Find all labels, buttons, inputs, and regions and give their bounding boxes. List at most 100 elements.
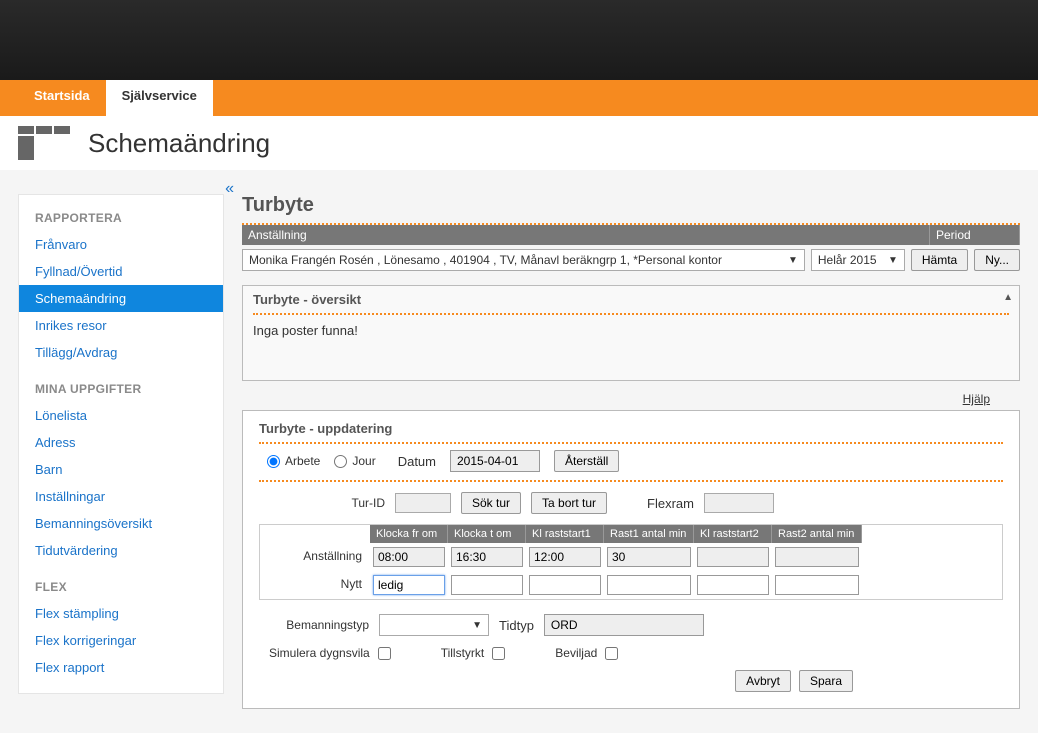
sidebar-item[interactable]: Lönelista bbox=[19, 402, 223, 429]
grid-cell bbox=[373, 547, 445, 567]
sidebar-item[interactable]: Frånvaro bbox=[19, 231, 223, 258]
soktur-button[interactable]: Sök tur bbox=[461, 492, 521, 514]
radio-arbete[interactable]: Arbete bbox=[267, 454, 320, 468]
grid-cell-input[interactable] bbox=[607, 575, 691, 595]
main-nav: Startsida Självservice bbox=[0, 80, 1038, 116]
grid-header: Kl raststart2 bbox=[694, 525, 772, 543]
employment-select[interactable]: Monika Frangén Rosén , Lönesamo , 401904… bbox=[242, 249, 805, 271]
sidebar-item[interactable]: Flex stämpling bbox=[19, 600, 223, 627]
flexram-field bbox=[704, 493, 774, 513]
employment-select-value: Monika Frangén Rosén , Lönesamo , 401904… bbox=[249, 253, 722, 267]
grid-header: Rast1 antal min bbox=[604, 525, 694, 543]
chevron-down-icon: ▼ bbox=[888, 255, 898, 266]
chk-beviljad-input[interactable] bbox=[605, 647, 618, 660]
sidebar-group-heading: FLEX bbox=[19, 564, 223, 600]
page-header: Schemaändring bbox=[0, 116, 1038, 170]
main-title: Turbyte bbox=[242, 194, 1020, 217]
turid-field bbox=[395, 493, 451, 513]
overview-empty-text: Inga poster funna! bbox=[253, 315, 1009, 362]
new-button[interactable]: Ny... bbox=[974, 249, 1020, 271]
sidebar: RAPPORTERAFrånvaroFyllnad/ÖvertidSchemaä… bbox=[18, 194, 224, 694]
tidtyp-label: Tidtyp bbox=[499, 618, 534, 633]
tabortur-button[interactable]: Ta bort tur bbox=[531, 492, 607, 514]
sidebar-collapse-icon[interactable]: « bbox=[225, 180, 234, 198]
update-title: Turbyte - uppdatering bbox=[259, 421, 1003, 436]
logo-blocks-icon bbox=[18, 126, 70, 160]
overview-panel: ▲ Turbyte - översikt Inga poster funna! bbox=[242, 285, 1020, 381]
chk-simulera-input[interactable] bbox=[378, 647, 391, 660]
sidebar-item[interactable]: Tidutvärdering bbox=[19, 537, 223, 564]
grid-cell-input[interactable] bbox=[697, 575, 769, 595]
sidebar-item[interactable]: Flex korrigeringar bbox=[19, 627, 223, 654]
chk-tillstyrkt-input[interactable] bbox=[492, 647, 505, 660]
update-panel: Turbyte - uppdatering Arbete Jour Datum … bbox=[242, 410, 1020, 709]
grid-cell bbox=[775, 547, 859, 567]
top-bar bbox=[0, 0, 1038, 80]
sidebar-group-heading: RAPPORTERA bbox=[19, 195, 223, 231]
nav-tab-sjalvservice[interactable]: Självservice bbox=[106, 80, 213, 116]
period-select[interactable]: Helår 2015 ▼ bbox=[811, 249, 905, 271]
sidebar-item[interactable]: Tillägg/Avdrag bbox=[19, 339, 223, 366]
flexram-label: Flexram bbox=[647, 496, 694, 511]
sidebar-item[interactable]: Flex rapport bbox=[19, 654, 223, 681]
nav-tab-startsida[interactable]: Startsida bbox=[18, 80, 106, 116]
page-title: Schemaändring bbox=[88, 128, 270, 159]
bemtyp-label: Bemanningstyp bbox=[269, 618, 369, 632]
grid-cell bbox=[451, 547, 523, 567]
tidtyp-field bbox=[544, 614, 704, 636]
radio-arbete-label: Arbete bbox=[285, 454, 320, 468]
reset-button[interactable]: Återställ bbox=[554, 450, 619, 472]
chk-simulera[interactable]: Simulera dygnsvila bbox=[269, 646, 391, 660]
grid-cell bbox=[529, 547, 601, 567]
divider bbox=[259, 480, 1003, 482]
turid-label: Tur-ID bbox=[295, 496, 385, 510]
bemtyp-select[interactable]: ▼ bbox=[379, 614, 489, 636]
scroll-up-icon[interactable]: ▲ bbox=[1003, 292, 1013, 303]
save-button[interactable]: Spara bbox=[799, 670, 853, 692]
grid-header: Klocka fr om bbox=[370, 525, 448, 543]
help-link[interactable]: Hjälp bbox=[963, 392, 990, 406]
sidebar-item[interactable]: Barn bbox=[19, 456, 223, 483]
chk-tillstyrkt[interactable]: Tillstyrkt bbox=[441, 646, 506, 660]
filter-header-band: Anställning Period bbox=[242, 225, 1020, 245]
filter-col-employment: Anställning bbox=[242, 225, 930, 245]
filter-col-period: Period bbox=[930, 225, 1020, 245]
grid-cell-input[interactable] bbox=[529, 575, 601, 595]
grid-cell bbox=[697, 547, 769, 567]
radio-arbete-input[interactable] bbox=[267, 455, 280, 468]
sidebar-item[interactable]: Adress bbox=[19, 429, 223, 456]
time-grid: Klocka fr om Klocka t om Kl raststart1 R… bbox=[259, 524, 1003, 600]
chk-tillstyrkt-label: Tillstyrkt bbox=[441, 646, 485, 660]
chk-beviljad[interactable]: Beviljad bbox=[555, 646, 618, 660]
sidebar-group-heading: MINA UPPGIFTER bbox=[19, 366, 223, 402]
grid-cell-input[interactable] bbox=[775, 575, 859, 595]
main-content: Turbyte Anställning Period Monika Frangé… bbox=[242, 194, 1020, 709]
grid-row-label: Anställning bbox=[260, 543, 370, 571]
grid-row-label: Nytt bbox=[260, 571, 370, 599]
period-select-value: Helår 2015 bbox=[818, 253, 877, 267]
grid-header: Klocka t om bbox=[448, 525, 526, 543]
grid-cell-input[interactable] bbox=[451, 575, 523, 595]
datum-input[interactable] bbox=[450, 450, 540, 472]
chevron-down-icon: ▼ bbox=[788, 255, 798, 266]
radio-jour[interactable]: Jour bbox=[334, 454, 375, 468]
sidebar-item[interactable]: Schemaändring bbox=[19, 285, 223, 312]
sidebar-item[interactable]: Bemanningsöversikt bbox=[19, 510, 223, 537]
grid-cell bbox=[607, 547, 691, 567]
chk-simulera-label: Simulera dygnsvila bbox=[269, 646, 370, 660]
radio-jour-label: Jour bbox=[352, 454, 375, 468]
grid-header: Rast2 antal min bbox=[772, 525, 862, 543]
grid-header: Kl raststart1 bbox=[526, 525, 604, 543]
overview-title: Turbyte - översikt bbox=[253, 292, 1009, 307]
datum-label: Datum bbox=[398, 454, 436, 469]
chevron-down-icon: ▼ bbox=[472, 620, 482, 631]
fetch-button[interactable]: Hämta bbox=[911, 249, 968, 271]
radio-jour-input[interactable] bbox=[334, 455, 347, 468]
sidebar-item[interactable]: Inställningar bbox=[19, 483, 223, 510]
cancel-button[interactable]: Avbryt bbox=[735, 670, 791, 692]
chk-beviljad-label: Beviljad bbox=[555, 646, 597, 660]
sidebar-item[interactable]: Fyllnad/Övertid bbox=[19, 258, 223, 285]
grid-cell-input[interactable] bbox=[373, 575, 445, 595]
divider bbox=[259, 442, 1003, 444]
sidebar-item[interactable]: Inrikes resor bbox=[19, 312, 223, 339]
